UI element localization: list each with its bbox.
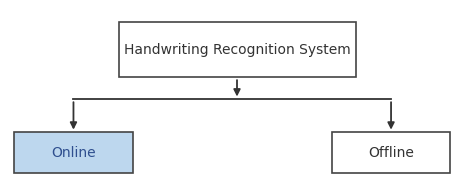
- Bar: [332, 132, 450, 173]
- Text: Handwriting Recognition System: Handwriting Recognition System: [124, 43, 350, 57]
- Bar: [14, 132, 133, 173]
- Text: Online: Online: [51, 146, 96, 160]
- Bar: [118, 22, 356, 77]
- Text: Offline: Offline: [368, 146, 414, 160]
